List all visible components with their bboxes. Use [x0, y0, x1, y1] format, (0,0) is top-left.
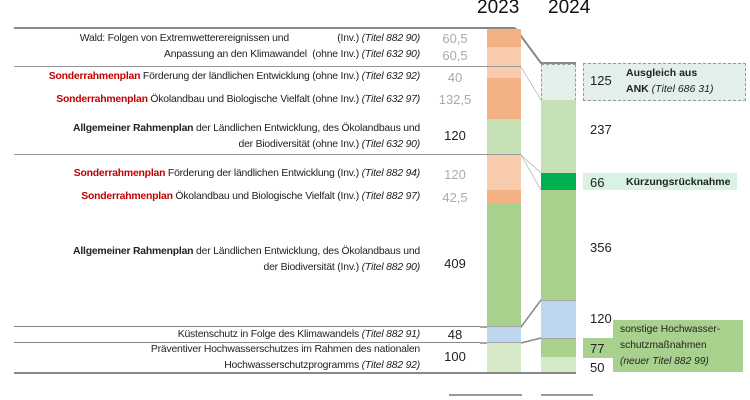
value-2024: 120 [590, 311, 612, 326]
value-2023: 60,5 [442, 31, 468, 46]
label-arp-ohne: Allgemeiner Rahmenplan der Ländlichen En… [73, 123, 420, 150]
top-line [14, 27, 515, 29]
kuerzung-callout [583, 173, 737, 190]
value-2024: 77 [590, 341, 605, 356]
value-2024: 237 [590, 122, 612, 137]
kuerzung-note: Kürzungsrücknahme [626, 176, 731, 188]
label-wald-ohne: Anpassung an den Klimawandel (ohne Inv.)… [164, 49, 420, 60]
hochwasser-note: sonstige Hochwasser-schutzmaßnahmen (neue… [620, 324, 721, 367]
value-2023: 132,5 [438, 92, 472, 107]
ank-note: Ausgleich aus ANK (Titel 686 31) [626, 67, 714, 95]
value-2023: 42,5 [442, 190, 468, 205]
value-2024: 356 [590, 240, 612, 255]
bar-2023-srp-laendl-ohne [487, 67, 521, 78]
value-2023: 60,5 [442, 48, 468, 63]
label-srp-oeko-ohne: Sonderrahmenplan Ökolandbau und Biologis… [56, 94, 420, 105]
ank-callout [583, 63, 746, 101]
value-2023: 40 [447, 70, 463, 85]
bar-2024-237 [541, 100, 576, 173]
value-2023: 48 [447, 327, 463, 342]
bar-2023-srp-oeko-inv [487, 190, 521, 203]
value-2023: 120 [444, 167, 466, 182]
label-hochwasser: Präventiver Hochwasserschutzes im Rahmen… [150, 344, 420, 371]
value-2023: 409 [444, 256, 466, 271]
bar-2023-wald-inv [487, 29, 521, 47]
separator [14, 66, 521, 67]
value-2024: 125 [590, 73, 612, 88]
bar-2024-120 [541, 301, 576, 338]
hochwasser-callout [583, 320, 743, 372]
separator [14, 326, 480, 327]
bar-2023-srp-laendl-inv [487, 155, 521, 190]
value-2023: 100 [444, 349, 466, 364]
separator [14, 342, 480, 343]
bar-2024-50 [541, 357, 576, 372]
label-arp-inv: Allgemeiner Rahmenplan der Ländlichen En… [73, 246, 420, 273]
bar-2023-arp-ohne [487, 119, 521, 154]
bar-2024-kuerzung [541, 173, 576, 190]
label-wald-inv: Wald: Folgen von Extremwetterereignissen… [79, 33, 420, 44]
bar-2023-srp-oeko-ohne [487, 78, 521, 119]
bar-2024-356 [541, 190, 576, 300]
year-2023: 2023 [477, 0, 520, 18]
bar-2024-ank [541, 64, 576, 101]
value-2023: 120 [444, 128, 466, 143]
label-srp-oeko-inv: Sonderrahmenplan Ökolandbau und Biologis… [81, 191, 420, 202]
label-srp-laendl-inv: Sonderrahmenplan Förderung der ländliche… [73, 168, 420, 179]
bar-2023-kuestenschutz [487, 327, 521, 342]
bar-2023-arp-inv [487, 203, 521, 326]
bar-2023-hochwasser [487, 343, 521, 372]
label-srp-laendl-ohne: Sonderrahmenplan Förderung der ländliche… [48, 71, 420, 82]
year-2024: 2024 [548, 0, 591, 18]
label-kuestenschutz: Küstenschutz in Folge des Klimawandels (… [177, 329, 420, 340]
separator [14, 154, 521, 155]
value-2024: 50 [590, 360, 605, 375]
bar-2024-77 [541, 339, 576, 357]
bar-2023-wald-ohne [487, 47, 521, 66]
value-2024: 66 [590, 175, 605, 190]
